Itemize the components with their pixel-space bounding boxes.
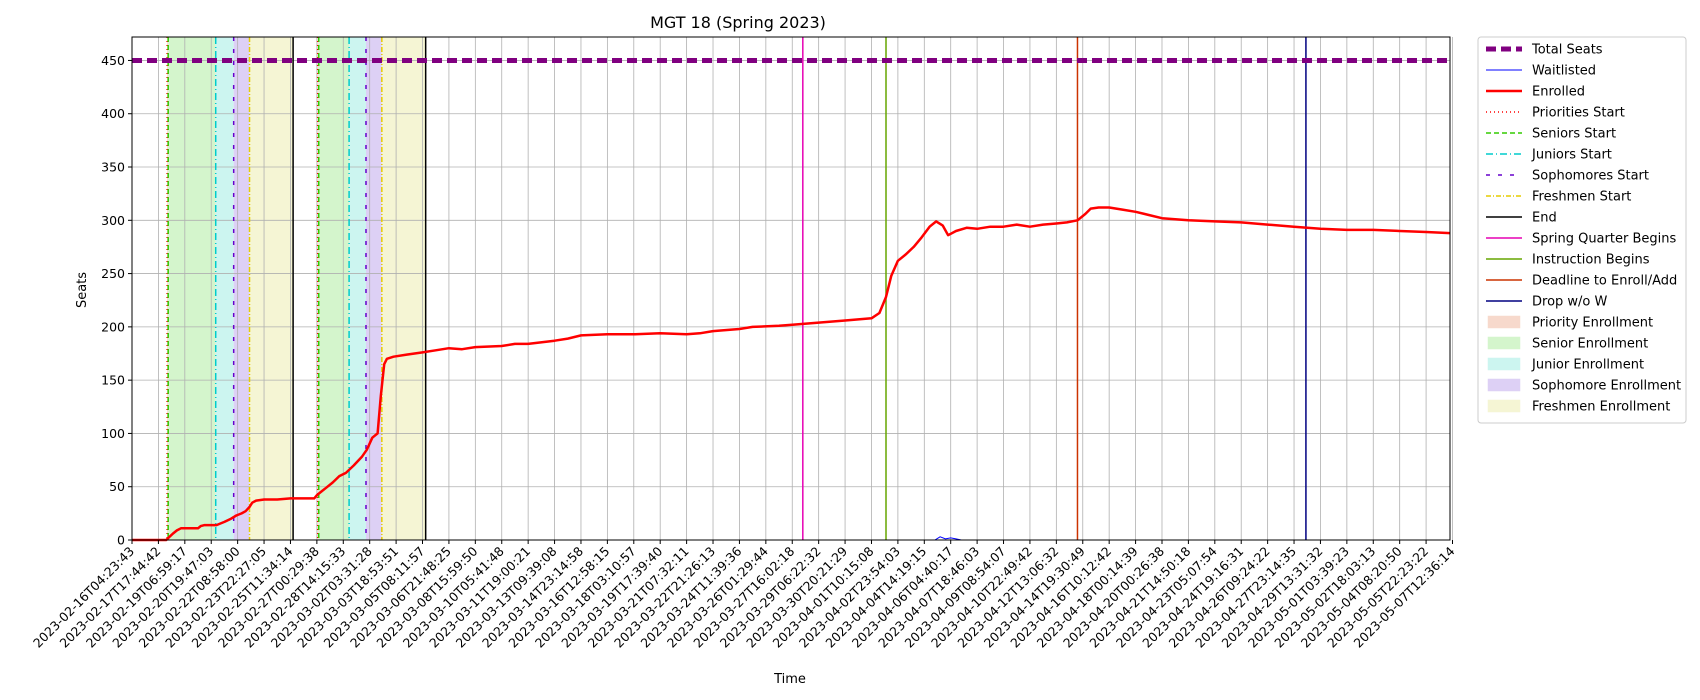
legend-entry: Waitlisted [1532, 64, 1596, 79]
legend-entry: Instruction Begins [1532, 253, 1650, 268]
legend: Total Seats Waitlisted Enrolled Priorities … [1477, 36, 1687, 424]
legend-entry: Enrolled [1532, 85, 1585, 100]
legend-swatch [1487, 399, 1521, 413]
region-senior-enrollment [318, 37, 350, 540]
legend-swatch [1487, 315, 1521, 329]
legend-entry: Total Seats [1531, 43, 1603, 58]
legend-entry: Spring Quarter Begins [1532, 232, 1676, 247]
y-tick-label: 300 [101, 213, 125, 228]
shaded-regions [167, 37, 426, 540]
y-tick-label: 350 [101, 160, 125, 175]
region-senior-enrollment [168, 37, 216, 540]
y-tick-label: 450 [101, 53, 125, 68]
legend-entry: Seniors Start [1532, 127, 1616, 142]
y-tick-label: 400 [101, 106, 125, 121]
legend-entry: Senior Enrollment [1532, 337, 1648, 352]
legend-entry: Sophomores Start [1532, 169, 1649, 184]
region-sophomore-enrollment [365, 37, 382, 540]
y-tick-label: 50 [109, 479, 125, 494]
y-axis-ticks: 0 50 100 150 200 250 300 350 400 450 [101, 53, 132, 548]
event-lines [166, 37, 1307, 540]
legend-entry: Juniors Start [1531, 148, 1612, 163]
legend-swatch [1487, 336, 1521, 350]
plot-frame [131, 36, 1451, 541]
legend-entry: Junior Enrollment [1531, 358, 1644, 373]
legend-entry: Sophomore Enrollment [1532, 379, 1681, 394]
legend-entry: Priority Enrollment [1532, 316, 1653, 331]
region-freshmen-enrollment [381, 37, 426, 540]
region-sophomore-enrollment [233, 37, 250, 540]
legend-entry: Drop w/o W [1532, 295, 1608, 310]
legend-swatch [1487, 378, 1521, 392]
region-freshmen-enrollment [249, 37, 294, 540]
y-tick-label: 0 [117, 533, 125, 548]
chart-title: MGT 18 (Spring 2023) [650, 13, 826, 32]
region-junior-enrollment [215, 37, 234, 540]
legend-swatch [1487, 357, 1521, 371]
y-tick-label: 250 [101, 266, 125, 281]
y-tick-label: 150 [101, 373, 125, 388]
x-axis-label: Time [773, 672, 806, 687]
legend-entry: Freshmen Start [1532, 190, 1631, 205]
y-tick-label: 100 [101, 426, 125, 441]
axes-frame [131, 36, 1451, 541]
legend-box [1477, 36, 1687, 424]
legend-entry: Priorities Start [1532, 106, 1625, 121]
legend-entry: Deadline to Enroll/Add [1532, 274, 1677, 289]
y-axis-label: Seats [75, 272, 90, 308]
y-tick-label: 200 [101, 319, 125, 334]
x-axis-ticks: 2023-02-16T04:23:432023-02-17T17:44:4220… [30, 540, 1458, 651]
region-junior-enrollment [349, 37, 366, 540]
series-enrolled [132, 206, 1451, 542]
legend-entry: End [1532, 211, 1557, 226]
legend-entry: Freshmen Enrollment [1532, 400, 1670, 415]
